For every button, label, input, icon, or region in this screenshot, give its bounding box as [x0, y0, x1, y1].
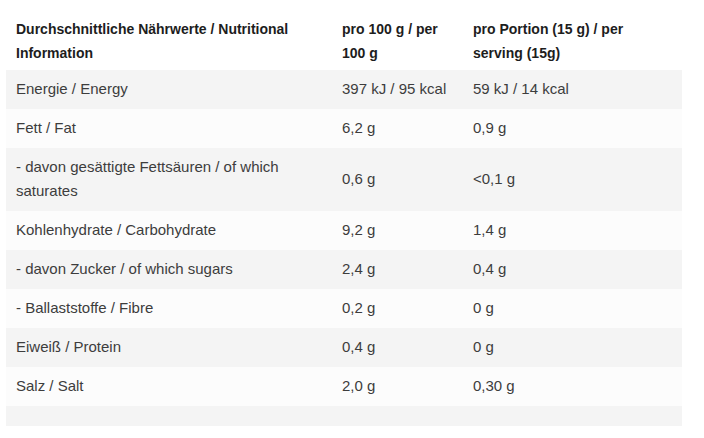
nutrient-label: Salz / Salt: [6, 367, 332, 406]
value-per-100g: 397 kJ / 95 kcal: [332, 70, 463, 109]
value-per-serving: 0,30 g: [463, 367, 682, 406]
nutrient-label: - davon gesättigte Fettsäuren / of which…: [6, 148, 332, 211]
column-header-per-serving: pro Portion (15 g) / per serving (15g): [463, 10, 682, 70]
table-body: Energie / Energy397 kJ / 95 kcal59 kJ / …: [6, 70, 682, 426]
nutrient-label: - davon Zucker / of which sugars: [6, 250, 332, 289]
table-head: Durchschnittliche Nährwerte / Nutritiona…: [6, 10, 682, 70]
value-per-100g: 0,4 g: [332, 328, 463, 367]
value-per-100g: 2,0 g: [332, 367, 463, 406]
column-header-nutrient-label: Durchschnittliche Nährwerte / Nutritiona…: [16, 17, 316, 65]
table-row: - davon Zucker / of which sugars2,4 g0,4…: [6, 250, 682, 289]
empty-spacer-cell: [6, 406, 682, 426]
value-per-100g: 9,2 g: [332, 211, 463, 250]
value-per-serving: 0 g: [463, 328, 682, 367]
empty-spacer-row: [6, 406, 682, 426]
column-header-per-100g-label: pro 100 g / per 100 g: [342, 17, 442, 65]
column-header-per-100g: pro 100 g / per 100 g: [332, 10, 463, 70]
table-row: Kohlenhydrate / Carbohydrate9,2 g1,4 g: [6, 211, 682, 250]
value-per-100g: 0,2 g: [332, 289, 463, 328]
table-row: Eiweiß / Protein0,4 g0 g: [6, 328, 682, 367]
nutrient-label: - Ballaststoffe / Fibre: [6, 289, 332, 328]
value-per-100g: 0,6 g: [332, 148, 463, 211]
value-per-serving: <0,1 g: [463, 148, 682, 211]
value-per-serving: 1,4 g: [463, 211, 682, 250]
table-row: Salz / Salt2,0 g0,30 g: [6, 367, 682, 406]
nutrient-label: Energie / Energy: [6, 70, 332, 109]
column-header-nutrient: Durchschnittliche Nährwerte / Nutritiona…: [6, 10, 332, 70]
value-per-100g: 2,4 g: [332, 250, 463, 289]
table-row: Energie / Energy397 kJ / 95 kcal59 kJ / …: [6, 70, 682, 109]
nutrient-label: Eiweiß / Protein: [6, 328, 332, 367]
nutrition-info-page: Durchschnittliche Nährwerte / Nutritiona…: [0, 0, 704, 438]
nutrient-label: Fett / Fat: [6, 109, 332, 148]
value-per-serving: 0,9 g: [463, 109, 682, 148]
value-per-serving: 59 kJ / 14 kcal: [463, 70, 682, 109]
table-header-row: Durchschnittliche Nährwerte / Nutritiona…: [6, 10, 682, 70]
table-row: Fett / Fat6,2 g0,9 g: [6, 109, 682, 148]
nutrient-label: Kohlenhydrate / Carbohydrate: [6, 211, 332, 250]
nutrition-table: Durchschnittliche Nährwerte / Nutritiona…: [6, 10, 682, 426]
column-header-per-serving-label: pro Portion (15 g) / per serving (15g): [473, 17, 648, 65]
table-row: - Ballaststoffe / Fibre0,2 g0 g: [6, 289, 682, 328]
table-row: - davon gesättigte Fettsäuren / of which…: [6, 148, 682, 211]
value-per-100g: 6,2 g: [332, 109, 463, 148]
value-per-serving: 0 g: [463, 289, 682, 328]
value-per-serving: 0,4 g: [463, 250, 682, 289]
